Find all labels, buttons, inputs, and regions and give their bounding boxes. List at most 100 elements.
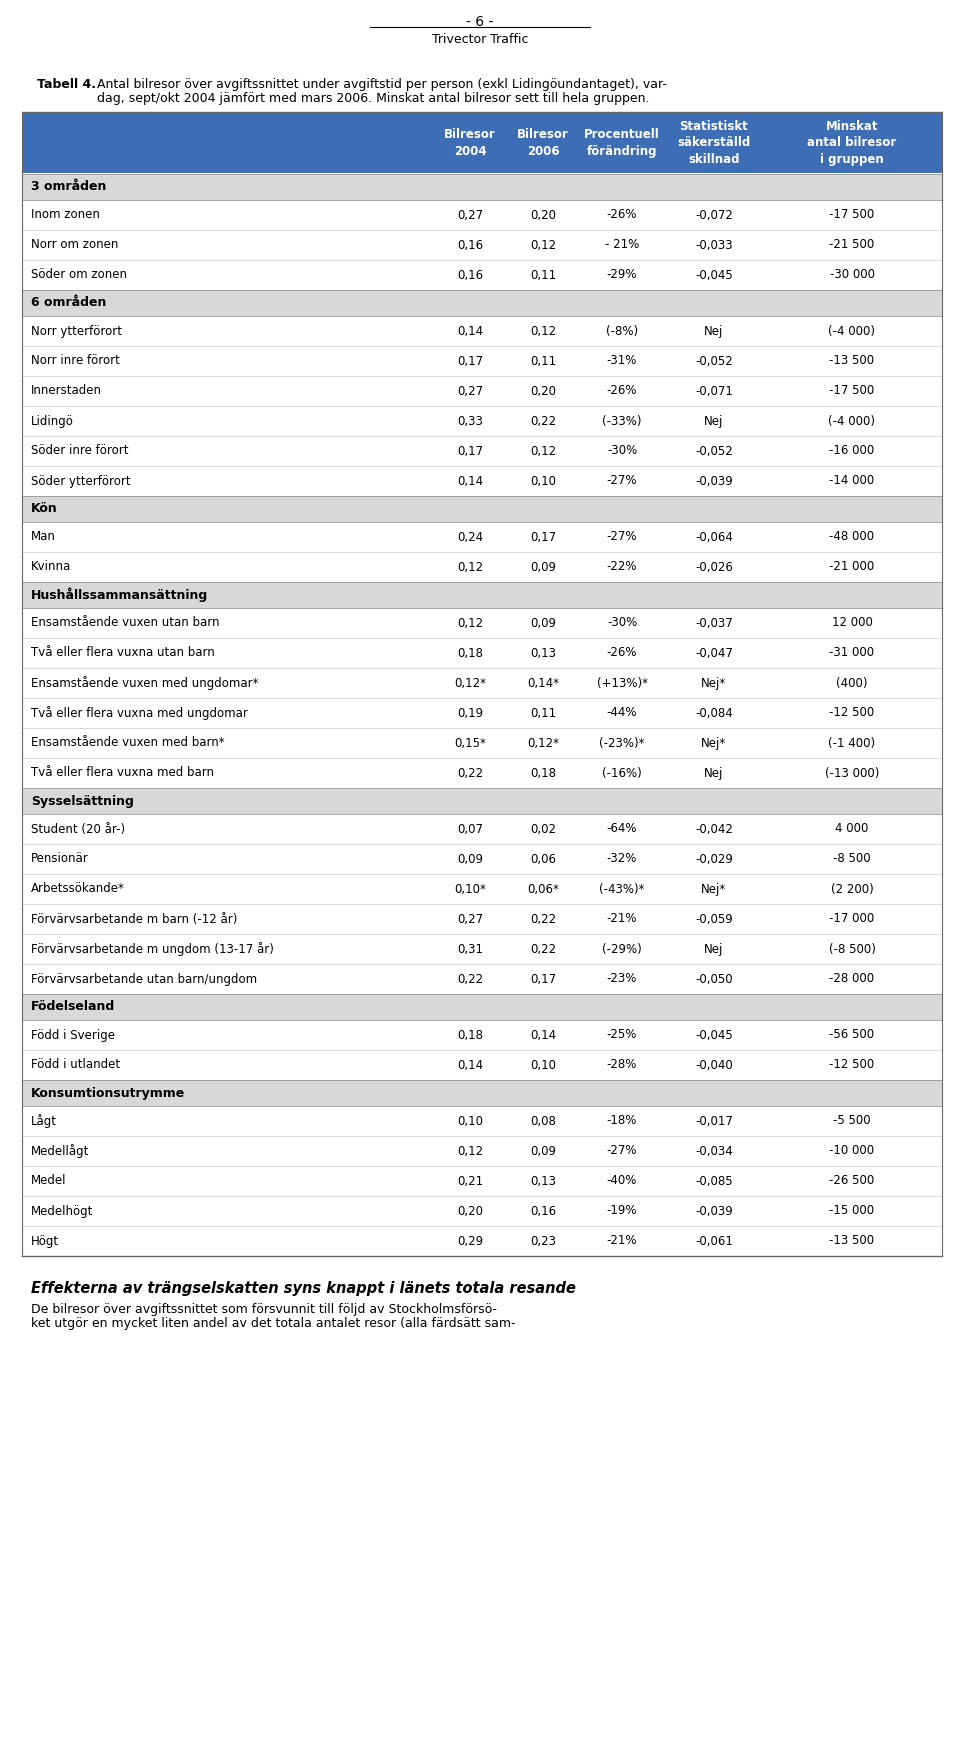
Text: Norr om zonen: Norr om zonen xyxy=(31,238,118,252)
Text: 0,12: 0,12 xyxy=(530,324,556,338)
Text: 0,22: 0,22 xyxy=(457,972,483,986)
Text: Medellågt: Medellågt xyxy=(31,1145,89,1159)
Text: Norr inre förort: Norr inre förort xyxy=(31,354,120,368)
Text: -0,039: -0,039 xyxy=(695,474,732,488)
Text: 0,15*: 0,15* xyxy=(454,736,486,750)
Text: 0,27: 0,27 xyxy=(457,208,483,222)
Text: -21 500: -21 500 xyxy=(829,238,875,252)
Text: Arbetssökande*: Arbetssökande* xyxy=(31,882,125,896)
Text: -30 000: -30 000 xyxy=(829,268,875,282)
Text: -0,040: -0,040 xyxy=(695,1058,732,1071)
Bar xyxy=(22,1020,942,1050)
Bar xyxy=(22,551,942,581)
Text: Kön: Kön xyxy=(31,502,58,516)
Text: Kvinna: Kvinna xyxy=(31,560,71,574)
Text: -0,059: -0,059 xyxy=(695,912,732,926)
Text: -48 000: -48 000 xyxy=(829,530,875,544)
Text: 0,11: 0,11 xyxy=(530,354,556,368)
Text: -14 000: -14 000 xyxy=(829,474,875,488)
Text: 0,33: 0,33 xyxy=(457,414,483,428)
Text: -0,052: -0,052 xyxy=(695,354,732,368)
Text: Man: Man xyxy=(31,530,56,544)
Text: Nej: Nej xyxy=(705,766,724,780)
Text: Tabell 4.: Tabell 4. xyxy=(37,77,96,92)
Text: 0,27: 0,27 xyxy=(457,912,483,926)
Text: Antal bilresor över avgiftssnittet under avgiftstid per person (exkl Lidingöunda: Antal bilresor över avgiftssnittet under… xyxy=(97,77,667,92)
Text: 0,22: 0,22 xyxy=(457,766,483,780)
Text: -0,071: -0,071 xyxy=(695,384,732,398)
Bar xyxy=(22,757,942,787)
Text: Två eller flera vuxna utan barn: Två eller flera vuxna utan barn xyxy=(31,646,215,660)
Text: -18%: -18% xyxy=(607,1115,637,1127)
Text: 12 000: 12 000 xyxy=(831,616,873,629)
Text: (-4 000): (-4 000) xyxy=(828,414,876,428)
Text: 0,22: 0,22 xyxy=(530,942,556,956)
Bar xyxy=(22,377,942,407)
Text: 0,11: 0,11 xyxy=(530,706,556,720)
Text: 0,09: 0,09 xyxy=(530,616,556,629)
Text: 0,06*: 0,06* xyxy=(527,882,559,896)
Text: 0,02: 0,02 xyxy=(530,822,556,835)
Text: -0,039: -0,039 xyxy=(695,1205,732,1217)
Text: -21%: -21% xyxy=(607,912,637,926)
Text: -30%: -30% xyxy=(607,616,637,629)
Text: -0,047: -0,047 xyxy=(695,646,732,660)
Text: Förvärvsarbetande m ungdom (13-17 år): Förvärvsarbetande m ungdom (13-17 år) xyxy=(31,942,274,956)
Text: 0,12: 0,12 xyxy=(457,616,483,629)
Text: -0,064: -0,064 xyxy=(695,530,732,544)
Text: 0,18: 0,18 xyxy=(457,646,483,660)
Bar xyxy=(22,581,942,608)
Text: Två eller flera vuxna med ungdomar: Två eller flera vuxna med ungdomar xyxy=(31,706,248,720)
Text: Hushållssammansättning: Hushållssammansättning xyxy=(31,588,208,602)
Bar xyxy=(22,1106,942,1136)
Text: 0,12: 0,12 xyxy=(457,1145,483,1157)
Text: 0,18: 0,18 xyxy=(457,1028,483,1041)
Bar xyxy=(22,231,942,261)
Text: 0,19: 0,19 xyxy=(457,706,483,720)
Text: -17 000: -17 000 xyxy=(829,912,875,926)
Text: (+13%)*: (+13%)* xyxy=(596,676,647,690)
Bar xyxy=(22,903,942,933)
Text: 4 000: 4 000 xyxy=(835,822,869,835)
Text: -0,072: -0,072 xyxy=(695,208,732,222)
Text: -31%: -31% xyxy=(607,354,637,368)
Text: (-4 000): (-4 000) xyxy=(828,324,876,338)
Text: Ensamstående vuxen utan barn: Ensamstående vuxen utan barn xyxy=(31,616,220,629)
Text: -26%: -26% xyxy=(607,384,637,398)
Text: -26%: -26% xyxy=(607,208,637,222)
Text: Nej*: Nej* xyxy=(702,882,727,896)
Text: 0,22: 0,22 xyxy=(530,912,556,926)
Text: 0,12*: 0,12* xyxy=(527,736,559,750)
Text: Nej: Nej xyxy=(705,414,724,428)
Text: (-33%): (-33%) xyxy=(602,414,641,428)
Text: 0,10*: 0,10* xyxy=(454,882,486,896)
Text: (-16%): (-16%) xyxy=(602,766,642,780)
Text: -40%: -40% xyxy=(607,1175,637,1187)
Text: -32%: -32% xyxy=(607,852,637,865)
Text: 0,20: 0,20 xyxy=(530,208,556,222)
Text: Nej: Nej xyxy=(705,324,724,338)
Bar xyxy=(22,637,942,667)
Text: 0,07: 0,07 xyxy=(457,822,483,835)
Text: 0,16: 0,16 xyxy=(457,238,483,252)
Text: Ensamstående vuxen med ungdomar*: Ensamstående vuxen med ungdomar* xyxy=(31,676,258,690)
Text: -21 000: -21 000 xyxy=(829,560,875,574)
Text: Bilresor
2006: Bilresor 2006 xyxy=(517,129,569,158)
Text: 0,13: 0,13 xyxy=(530,1175,556,1187)
Text: -8 500: -8 500 xyxy=(833,852,871,865)
Text: -15 000: -15 000 xyxy=(829,1205,875,1217)
Text: -31 000: -31 000 xyxy=(829,646,875,660)
Text: 0,22: 0,22 xyxy=(530,414,556,428)
Text: (2 200): (2 200) xyxy=(830,882,874,896)
Bar xyxy=(22,1166,942,1196)
Text: -0,017: -0,017 xyxy=(695,1115,732,1127)
Text: 0,17: 0,17 xyxy=(530,530,556,544)
Bar xyxy=(22,787,942,814)
Text: -44%: -44% xyxy=(607,706,637,720)
Text: -13 500: -13 500 xyxy=(829,354,875,368)
Text: (-8 500): (-8 500) xyxy=(828,942,876,956)
Text: Procentuell
förändring: Procentuell förändring xyxy=(584,129,660,158)
Text: 0,09: 0,09 xyxy=(530,1145,556,1157)
Text: -0,050: -0,050 xyxy=(695,972,732,986)
Text: 0,10: 0,10 xyxy=(530,1058,556,1071)
